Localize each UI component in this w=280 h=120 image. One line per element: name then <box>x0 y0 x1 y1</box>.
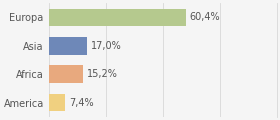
Text: 15,2%: 15,2% <box>87 69 118 79</box>
Text: 7,4%: 7,4% <box>69 98 94 108</box>
Text: 17,0%: 17,0% <box>91 41 122 51</box>
Bar <box>49 94 66 111</box>
Text: 60,4%: 60,4% <box>190 12 220 22</box>
Bar <box>49 9 186 26</box>
Bar <box>49 65 83 83</box>
Bar <box>49 37 87 55</box>
